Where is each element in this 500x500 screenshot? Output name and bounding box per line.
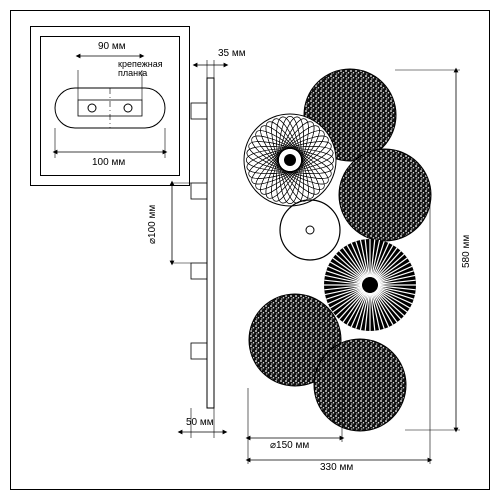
side-view	[172, 60, 226, 438]
side-height-dim: ⌀100 мм	[148, 205, 158, 244]
side-depth-dim: 50 мм	[186, 418, 214, 428]
drawing-canvas	[0, 0, 500, 500]
front-disc-dim: ⌀150 мм	[270, 441, 309, 451]
front-width-dim: 330 мм	[320, 463, 353, 473]
front-height-dim: 580 мм	[462, 235, 472, 268]
inset-bottom-dim: 100 мм	[92, 158, 125, 168]
inset-top-dim: 90 мм	[98, 42, 126, 52]
side-top-dim: 35 мм	[218, 49, 246, 59]
inset-sub-label: крепежнаяпланка	[118, 60, 163, 79]
front-view	[244, 69, 431, 431]
